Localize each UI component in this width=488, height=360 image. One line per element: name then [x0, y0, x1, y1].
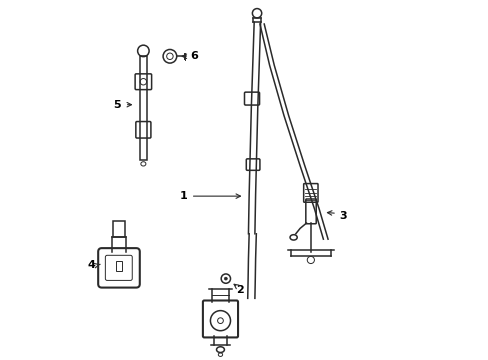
Bar — [116, 261, 122, 271]
Text: 3: 3 — [339, 211, 346, 221]
Text: 4: 4 — [87, 260, 95, 270]
Text: 6: 6 — [190, 51, 198, 61]
Circle shape — [224, 277, 227, 280]
Bar — [112, 221, 125, 237]
Text: 1: 1 — [179, 191, 187, 201]
Bar — [140, 56, 147, 160]
Text: 2: 2 — [236, 285, 244, 295]
Text: 5: 5 — [113, 100, 121, 110]
